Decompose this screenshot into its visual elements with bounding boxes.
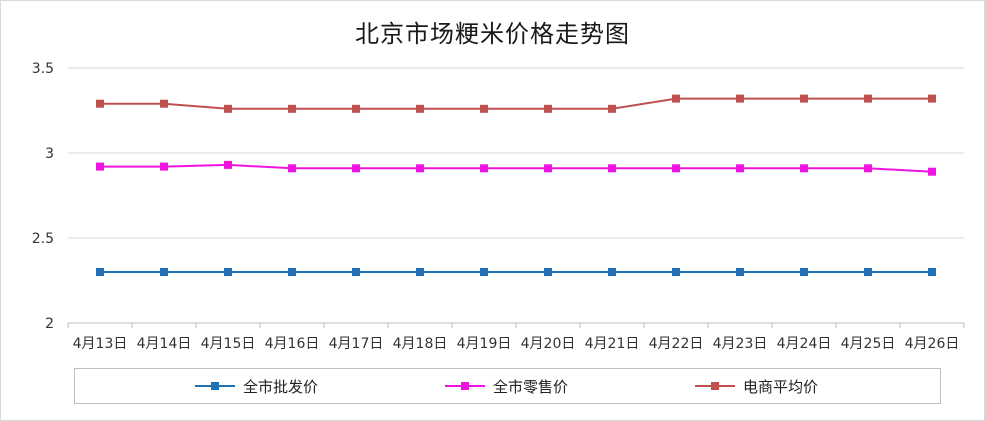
- data-point: [288, 164, 296, 173]
- data-point: [160, 268, 168, 276]
- chart-legend: 全市批发价 全市零售价 电商平均价: [74, 368, 941, 404]
- data-point: [480, 164, 488, 173]
- data-point: [96, 162, 104, 171]
- data-point: [160, 99, 168, 108]
- x-tick-label: 4月19日: [457, 336, 512, 352]
- series-line-1: [100, 163, 933, 173]
- x-tick-label: 4月13日: [73, 336, 128, 352]
- data-point: [160, 162, 168, 171]
- x-tick-label: 4月23日: [713, 336, 768, 352]
- data-point: [800, 268, 808, 276]
- data-point: [480, 268, 488, 276]
- legend-item-ecommerce: 电商平均价: [695, 369, 818, 403]
- x-tick-label: 4月22日: [649, 336, 704, 352]
- data-point: [352, 164, 360, 173]
- chart-title: 北京市场粳米价格走势图: [355, 20, 630, 48]
- data-point: [608, 268, 616, 276]
- legend-label-retail: 全市零售价: [493, 377, 569, 396]
- data-point: [864, 94, 872, 103]
- data-point: [224, 104, 232, 113]
- y-tick-label: 3: [45, 146, 54, 162]
- data-point: [928, 268, 936, 276]
- data-point: [416, 104, 424, 113]
- legend-swatch-retail: [445, 379, 485, 393]
- data-point: [416, 164, 424, 173]
- x-tick-label: 4月20日: [521, 336, 576, 352]
- legend-swatch-wholesale: [195, 379, 235, 393]
- y-tick-label: 3.5: [32, 61, 54, 77]
- legend-item-retail: 全市零售价: [445, 369, 568, 403]
- data-point: [352, 268, 360, 276]
- data-point: [736, 268, 744, 276]
- y-tick-label: 2: [45, 316, 54, 332]
- data-point: [544, 104, 552, 113]
- data-point: [544, 164, 552, 173]
- x-tick-label: 4月25日: [841, 336, 896, 352]
- x-tick-label: 4月14日: [137, 336, 192, 352]
- data-point: [288, 104, 296, 113]
- data-point: [928, 167, 936, 176]
- legend-swatch-ecommerce: [695, 379, 735, 393]
- x-tick-label: 4月15日: [201, 336, 256, 352]
- data-point: [608, 104, 616, 113]
- x-tick-label: 4月26日: [905, 336, 960, 352]
- data-point: [864, 268, 872, 276]
- data-point: [544, 268, 552, 276]
- data-point: [800, 164, 808, 173]
- data-point: [288, 268, 296, 276]
- legend-label-wholesale: 全市批发价: [243, 377, 319, 396]
- data-point: [416, 268, 424, 276]
- data-point: [672, 268, 680, 276]
- series-line-2: [100, 97, 932, 110]
- data-point: [352, 104, 360, 113]
- data-point: [736, 94, 744, 103]
- legend-label-ecommerce: 电商平均价: [743, 377, 819, 396]
- legend-item-wholesale: 全市批发价: [195, 369, 318, 403]
- data-point: [672, 94, 680, 103]
- data-point: [736, 164, 744, 173]
- data-point: [608, 164, 616, 173]
- data-point: [96, 99, 104, 108]
- data-point: [224, 160, 232, 169]
- data-point: [224, 268, 232, 276]
- data-point: [480, 104, 488, 113]
- data-point: [672, 164, 680, 173]
- y-tick-label: 2.5: [32, 231, 54, 247]
- data-point: [864, 164, 872, 173]
- x-tick-label: 4月18日: [393, 336, 448, 352]
- x-tick-label: 4月21日: [585, 336, 640, 352]
- data-point: [928, 94, 936, 103]
- data-point: [96, 268, 104, 276]
- x-tick-label: 4月17日: [329, 336, 384, 352]
- data-point: [800, 94, 808, 103]
- x-tick-label: 4月16日: [265, 336, 320, 352]
- x-tick-label: 4月24日: [777, 336, 832, 352]
